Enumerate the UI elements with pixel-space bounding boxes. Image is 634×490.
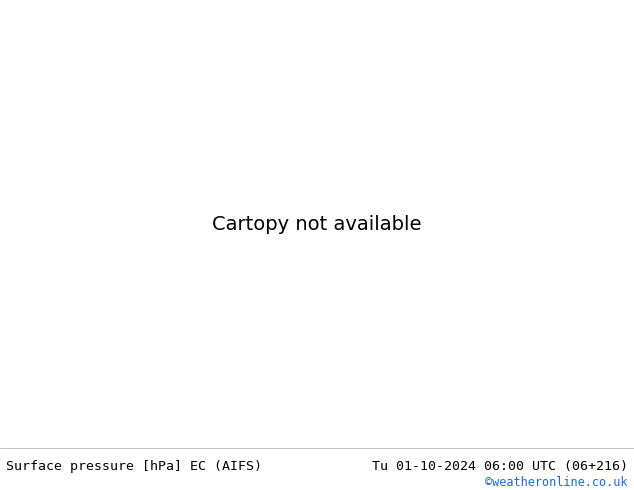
- Text: Cartopy not available: Cartopy not available: [212, 215, 422, 234]
- Text: ©weatheronline.co.uk: ©weatheronline.co.uk: [485, 476, 628, 489]
- Text: Surface pressure [hPa] EC (AIFS): Surface pressure [hPa] EC (AIFS): [6, 460, 262, 473]
- Text: Tu 01-10-2024 06:00 UTC (06+216): Tu 01-10-2024 06:00 UTC (06+216): [372, 460, 628, 473]
